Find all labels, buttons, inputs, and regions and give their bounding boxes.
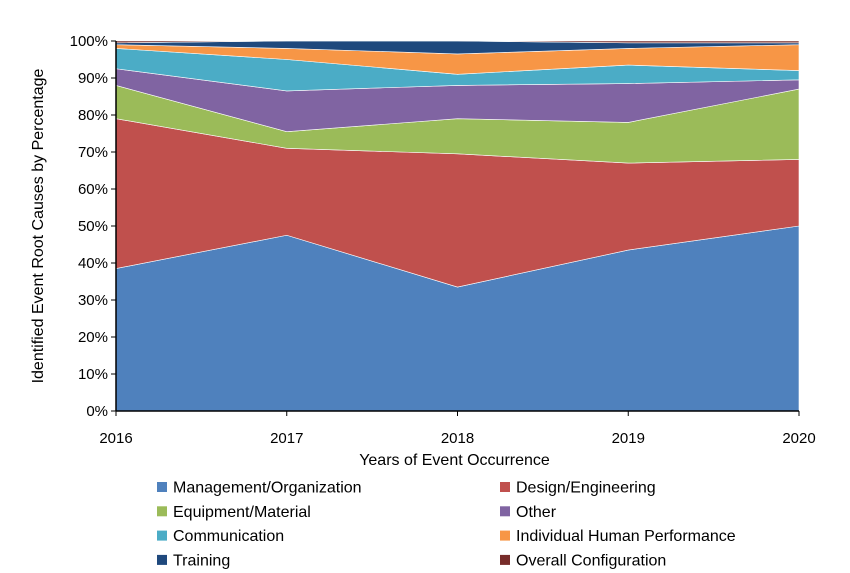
legend-swatch xyxy=(157,506,167,517)
x-axis-ticks: 2016 2017 2018 2019 2020 xyxy=(99,411,816,447)
area-layers xyxy=(115,40,800,412)
legend-label: Equipment/Material xyxy=(173,504,311,521)
x-tick-label: 2016 xyxy=(99,430,132,447)
y-tick-label: 80% xyxy=(78,107,108,124)
y-tick-label: 20% xyxy=(78,329,108,346)
y-tick-label: 90% xyxy=(78,70,108,87)
x-axis-title: Years of Event Occurrence xyxy=(359,452,550,469)
legend-swatch xyxy=(157,482,167,492)
area-overall-configuration xyxy=(115,40,800,44)
legend-item-communication: Communication xyxy=(157,528,284,545)
legend-item-individual-human-performance: Individual Human Performance xyxy=(500,528,736,545)
y-tick-label: 50% xyxy=(78,218,108,235)
y-tick-label: 60% xyxy=(78,181,108,198)
x-tick-label: 2020 xyxy=(782,430,815,447)
legend-item-overall-configuration: Overall Configuration xyxy=(500,552,666,569)
x-tick-label: 2018 xyxy=(441,430,474,447)
legend-label: Design/Engineering xyxy=(516,480,656,497)
legend-swatch xyxy=(500,554,510,565)
y-tick-label: 10% xyxy=(78,366,108,383)
y-axis-ticks: 0% 10% 20% 30% 40% 50% 60% 70% 80% 90% 100% xyxy=(70,33,116,420)
y-tick-label: 40% xyxy=(78,255,108,272)
legend-item-other: Other xyxy=(500,504,557,521)
legend-label: Training xyxy=(173,552,230,569)
legend-item-design-engineering: Design/Engineering xyxy=(500,480,656,497)
y-tick-label: 100% xyxy=(70,33,108,50)
legend-label: Other xyxy=(516,504,557,521)
legend-swatch xyxy=(500,506,510,517)
y-tick-label: 0% xyxy=(86,403,108,420)
y-axis-title: Identified Event Root Causes by Percenta… xyxy=(30,68,47,383)
legend-label: Individual Human Performance xyxy=(516,528,736,545)
legend-item-training: Training xyxy=(157,552,230,569)
legend-label: Communication xyxy=(173,528,284,545)
y-tick-label: 70% xyxy=(78,144,108,161)
x-tick-label: 2017 xyxy=(270,430,303,447)
y-tick-label: 30% xyxy=(78,292,108,309)
legend-swatch xyxy=(157,530,167,541)
legend-swatch xyxy=(500,482,510,492)
legend: Management/Organization Design/Engineerin… xyxy=(157,480,736,569)
legend-label: Overall Configuration xyxy=(516,552,666,569)
legend-swatch xyxy=(157,554,167,565)
legend-label: Management/Organization xyxy=(173,480,362,497)
x-tick-label: 2019 xyxy=(612,430,645,447)
legend-item-equipment-material: Equipment/Material xyxy=(157,504,311,521)
legend-swatch xyxy=(500,530,510,541)
legend-item-management-organization: Management/Organization xyxy=(157,480,362,497)
